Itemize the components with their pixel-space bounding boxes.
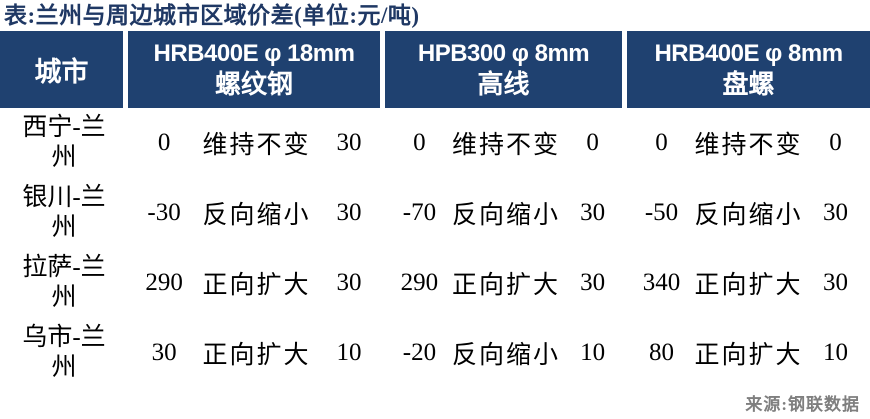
- product-spec: HPB300 φ 8mm: [417, 39, 590, 67]
- price-diff-value: 0: [655, 129, 668, 156]
- trend-label: 反向缩小: [694, 202, 803, 229]
- change-value: 10: [580, 339, 606, 366]
- change-value: 30: [580, 269, 606, 296]
- trend-label: 正向扩大: [694, 342, 803, 369]
- product-spec: HRB400E φ 18mm: [153, 39, 355, 67]
- city-label: 乌市-兰州: [22, 324, 106, 381]
- city-cell: 西宁-兰州: [0, 108, 128, 178]
- city-cell: 乌市-兰州: [0, 318, 128, 388]
- city-cell: 拉萨-兰州: [0, 248, 128, 318]
- coiled-rebar-cell: 80 正向扩大 10: [627, 318, 870, 388]
- product-name: 螺纹钢: [214, 69, 293, 99]
- col-header-wire-rod: HPB300 φ 8mm 高线: [385, 31, 627, 108]
- trend-label: 正向扩大: [694, 272, 803, 299]
- table-row: 乌市-兰州 30 正向扩大 10 -20 反向缩小 10 80 正向扩大 10: [0, 318, 870, 388]
- change-value: 30: [822, 269, 848, 296]
- change-value: 30: [580, 199, 606, 226]
- product-spec: HRB400E φ 8mm: [654, 39, 843, 67]
- change-value: 30: [336, 269, 362, 296]
- price-diff-value: -70: [402, 199, 437, 226]
- rebar-cell: -30 反向缩小 30: [128, 178, 385, 248]
- coiled-rebar-cell: 0 维持不变 0: [627, 108, 870, 178]
- col-header-coiled-rebar: HRB400E φ 8mm 盘螺: [627, 31, 870, 108]
- table-row: 拉萨-兰州 290 正向扩大 30 290 正向扩大 30 340 正向扩大 3…: [0, 248, 870, 318]
- wire-rod-cell: 290 正向扩大 30: [385, 248, 627, 318]
- price-diff-value: -50: [644, 199, 679, 226]
- coiled-rebar-cell: 340 正向扩大 30: [627, 248, 870, 318]
- city-cell: 银川-兰州: [0, 178, 128, 248]
- wire-rod-cell: -70 反向缩小 30: [385, 178, 627, 248]
- price-diff-value: 0: [157, 129, 171, 156]
- data-source-note: 来源:钢联数据: [745, 395, 860, 414]
- price-diff-value: -30: [147, 199, 181, 226]
- product-name: 盘螺: [722, 69, 775, 99]
- change-value: 30: [822, 199, 848, 226]
- price-diff-value: -20: [402, 339, 437, 366]
- product-name: 高线: [477, 69, 530, 99]
- city-label: 银川-兰州: [22, 184, 106, 241]
- price-diff-value: 0: [413, 129, 426, 156]
- trend-label: 反向缩小: [202, 202, 311, 229]
- table-row: 银川-兰州 -30 反向缩小 30 -70 反向缩小 30 -50 反向缩小 3…: [0, 178, 870, 248]
- table-header-row: 城市 HRB400E φ 18mm 螺纹钢 HPB300 φ 8mm 高线 HR…: [0, 31, 870, 108]
- col-header-city: 城市: [0, 31, 128, 108]
- price-diff-table: 城市 HRB400E φ 18mm 螺纹钢 HPB300 φ 8mm 高线 HR…: [0, 31, 870, 388]
- price-diff-value: 290: [400, 269, 439, 296]
- price-diff-value: 80: [649, 339, 675, 366]
- change-value: 0: [586, 129, 599, 156]
- trend-label: 维持不变: [451, 132, 560, 159]
- coiled-rebar-cell: -50 反向缩小 30: [627, 178, 870, 248]
- change-value: 10: [822, 339, 848, 366]
- wire-rod-cell: -20 反向缩小 10: [385, 318, 627, 388]
- price-diff-value: 290: [145, 269, 183, 296]
- price-diff-value: 30: [151, 339, 177, 366]
- change-value: 0: [829, 129, 842, 156]
- trend-label: 反向缩小: [451, 202, 560, 229]
- rebar-cell: 0 维持不变 30: [128, 108, 385, 178]
- trend-label: 正向扩大: [451, 272, 560, 299]
- change-value: 30: [336, 129, 362, 156]
- rebar-cell: 30 正向扩大 10: [128, 318, 385, 388]
- table-row: 西宁-兰州 0 维持不变 30 0 维持不变 0 0 维持不变 0: [0, 108, 870, 178]
- change-value: 10: [336, 339, 362, 366]
- city-label: 西宁-兰州: [22, 114, 106, 171]
- change-value: 30: [336, 199, 362, 226]
- rebar-cell: 290 正向扩大 30: [128, 248, 385, 318]
- table-title: 表:兰州与周边城市区域价差(单位:元/吨): [4, 3, 420, 28]
- wire-rod-cell: 0 维持不变 0: [385, 108, 627, 178]
- trend-label: 反向缩小: [451, 342, 560, 369]
- trend-label: 正向扩大: [202, 342, 311, 369]
- trend-label: 维持不变: [694, 132, 803, 159]
- trend-label: 正向扩大: [202, 272, 311, 299]
- price-diff-value: 340: [642, 269, 681, 296]
- trend-label: 维持不变: [202, 132, 311, 159]
- col-header-rebar: HRB400E φ 18mm 螺纹钢: [128, 31, 385, 108]
- city-label: 拉萨-兰州: [22, 254, 106, 311]
